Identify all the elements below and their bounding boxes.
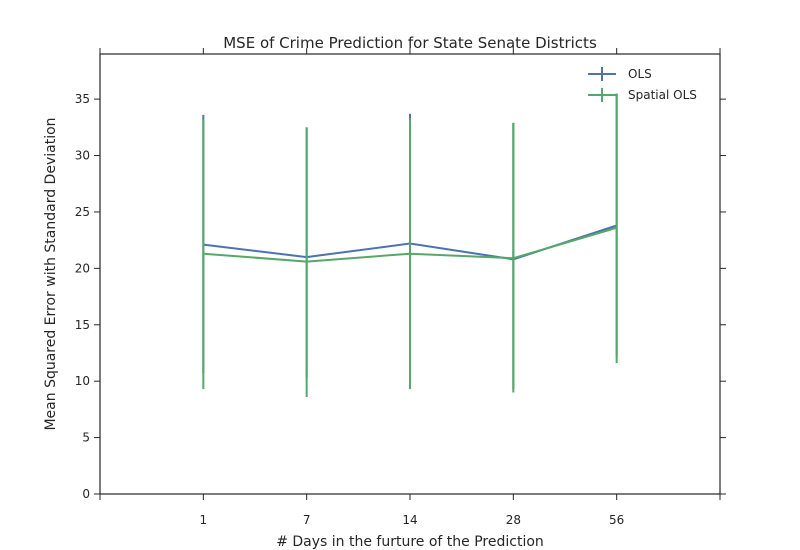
x-tick-label: 7	[303, 513, 311, 527]
y-tick-label: 30	[75, 149, 90, 163]
legend-label: Spatial OLS	[628, 88, 697, 102]
y-tick-label: 15	[75, 318, 90, 332]
y-tick-label: 5	[82, 431, 90, 445]
series-line	[203, 226, 617, 263]
y-ticks: 0 5 10 15 20 25 30 35	[75, 92, 726, 501]
chart-title: MSE of Crime Prediction for State Senate…	[223, 34, 597, 52]
x-axis-label: # Days in the furture of the Prediction	[276, 534, 544, 550]
legend-label: OLS	[628, 67, 652, 81]
x-tick-label: 14	[402, 513, 417, 527]
x-tick-label: 1	[200, 513, 208, 527]
x-tick-label: 56	[609, 513, 624, 527]
y-tick-label: 10	[75, 374, 90, 388]
legend-item: OLS	[588, 67, 652, 81]
y-tick-label: 0	[82, 487, 90, 501]
y-tick-label: 25	[75, 205, 90, 219]
legend-item: Spatial OLS	[588, 88, 697, 102]
x-ticks: 1 7 14 28 56	[99, 48, 721, 527]
y-tick-label: 20	[75, 261, 90, 275]
series-2	[202, 93, 618, 397]
legend: OLS Spatial OLS	[588, 67, 697, 102]
x-tick-label: 28	[506, 513, 521, 527]
y-axis-label: Mean Squared Error with Standard Deviati…	[43, 117, 59, 430]
y-tick-label: 35	[75, 92, 90, 106]
series-layer	[202, 93, 618, 397]
